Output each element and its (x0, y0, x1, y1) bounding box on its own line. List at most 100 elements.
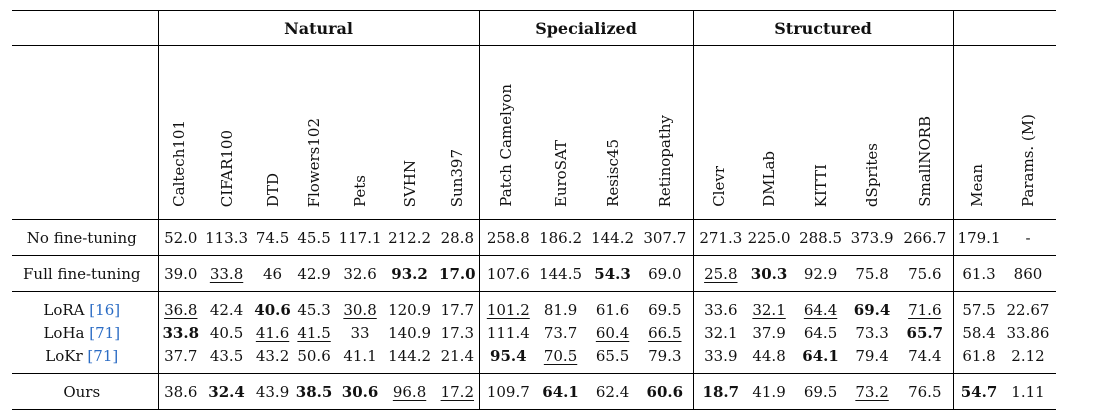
table-cell: - (1000, 219, 1056, 256)
cell-value: 22.67 (1006, 300, 1050, 319)
table-cell: 44.8 (744, 344, 794, 374)
cell-value: 266.7 (903, 228, 947, 247)
table-cell: 74.5 (254, 219, 292, 256)
column-header-label: Retinopathy (655, 114, 674, 207)
cell-value: 69.5 (803, 382, 838, 401)
table-cell: 61.8 (952, 344, 1001, 374)
table-cell: 33 (337, 321, 383, 344)
table-cell: 33.8 (157, 321, 200, 344)
column-header: Resisc45 (588, 45, 638, 220)
table-cell: 373.9 (847, 219, 898, 256)
cell-value: 179.1 (957, 228, 1001, 247)
table-cell: 32.1 (692, 321, 745, 344)
table-cell: 92.9 (794, 255, 848, 292)
table-cell: 111.4 (478, 321, 534, 344)
table-cell: 107.6 (478, 255, 534, 292)
group-natural: Natural (157, 10, 480, 46)
table-cell: 81.9 (533, 291, 589, 321)
cell-value: 75.6 (908, 264, 942, 283)
table-row: LoRA [16] 36.8 42.4 40.6 45.3 30.8 120.9 17.7 10… (12, 291, 1056, 321)
cell-value: 38.6 (164, 382, 198, 401)
table-cell: 74.4 (897, 344, 953, 374)
table-cell: 43.2 (254, 344, 291, 374)
column-header-label: Resisc45 (603, 139, 622, 207)
table-cell: 30.6 (337, 373, 384, 410)
results-table: Natural Specialized Structured Caltech10… (12, 10, 1056, 410)
column-header: EuroSAT (533, 45, 589, 220)
cell-value: 96.8 (392, 382, 427, 401)
cell-value: 140.9 (388, 323, 432, 342)
column-header: SVHN (383, 45, 437, 220)
cell-value: 117.1 (338, 228, 382, 247)
cell-value: 39.0 (164, 264, 198, 283)
table-cell: 54.7 (952, 373, 1001, 410)
table-cell: 101.2 (478, 291, 534, 321)
column-header: CIFAR100 (199, 45, 255, 220)
column-header-label: DMLab (760, 151, 779, 207)
cell-value: 81.9 (543, 300, 578, 319)
table-cell: 61.3 (952, 255, 1001, 292)
cell-value: 61.8 (962, 346, 996, 365)
cell-value: 225.0 (747, 228, 791, 247)
cell-value: 62.4 (595, 382, 630, 401)
cell-value: 44.8 (752, 346, 786, 365)
column-header-row: Caltech101 CIFAR100 DTD Flowers102 Pets SVHN S… (12, 45, 1056, 220)
cell-value: 41.9 (752, 382, 786, 401)
column-header: DMLab (744, 45, 795, 220)
method-name: LoHa (43, 323, 85, 342)
table-cell: 45.3 (291, 291, 338, 321)
table-cell: 61.6 (588, 291, 638, 321)
table-cell: 33.9 (692, 344, 745, 374)
table-cell: 17.2 (436, 373, 480, 410)
table-cell: 33.6 (692, 291, 745, 321)
cell-value: 30.6 (341, 382, 379, 401)
row-label: LoRA [16] (12, 291, 158, 321)
row-label: LoKr [71] (12, 344, 158, 374)
cell-value: 860 (1013, 264, 1043, 283)
cell-value: 17.7 (440, 300, 474, 319)
cell-value: 33.9 (704, 346, 738, 365)
cell-value: 54.7 (960, 382, 998, 401)
citation-link[interactable]: [71] (87, 346, 119, 365)
table-cell: 62.4 (588, 373, 638, 410)
cell-value: 43.2 (255, 346, 290, 365)
cell-value: 212.2 (388, 228, 432, 247)
column-header: Clevr (692, 45, 745, 220)
table-cell: 79.4 (847, 344, 897, 374)
cell-value: 38.5 (295, 382, 333, 401)
cell-value: 113.3 (205, 228, 249, 247)
cell-value: 69.5 (648, 300, 682, 319)
cell-value: 79.3 (648, 346, 682, 365)
cell-value: 69.4 (853, 300, 891, 319)
table-cell: 860 (1000, 255, 1056, 292)
table-cell: 179.1 (952, 219, 1001, 256)
table-cell: 266.7 (897, 219, 954, 256)
table-cell: 32.4 (199, 373, 255, 410)
cell-value: 288.5 (799, 228, 843, 247)
table-cell: 65.7 (897, 321, 953, 344)
column-header: Sun397 (436, 45, 480, 220)
method-name: Ours (63, 382, 101, 401)
cell-value: 32.6 (343, 264, 377, 283)
cell-value: 64.5 (803, 323, 838, 342)
table-cell: 45.5 (291, 219, 338, 256)
cell-value: - (1025, 228, 1031, 247)
cell-value: 54.3 (594, 264, 631, 283)
cell-value: 41.5 (297, 323, 331, 342)
cell-value: 60.6 (646, 382, 684, 401)
column-header-label: DTD (263, 172, 282, 207)
cell-value: 50.6 (297, 346, 331, 365)
method-name: LoRA (43, 300, 85, 319)
table-row: No fine-tuning 52.0 113.3 74.5 45.5 117.1 212.… (12, 219, 1056, 256)
citation-link[interactable]: [71] (89, 323, 121, 342)
table-cell: 79.3 (637, 344, 693, 374)
table-cell: 66.5 (637, 321, 693, 344)
citation-link[interactable]: [16] (89, 300, 121, 319)
table-cell: 38.5 (291, 373, 338, 410)
table-cell: 65.5 (588, 344, 637, 374)
cell-value: 95.4 (490, 346, 527, 365)
column-header-label: Caltech101 (169, 120, 188, 207)
table-cell: 30.3 (744, 255, 795, 292)
table-cell: 38.6 (157, 373, 200, 410)
cell-value: 64.1 (802, 346, 839, 365)
